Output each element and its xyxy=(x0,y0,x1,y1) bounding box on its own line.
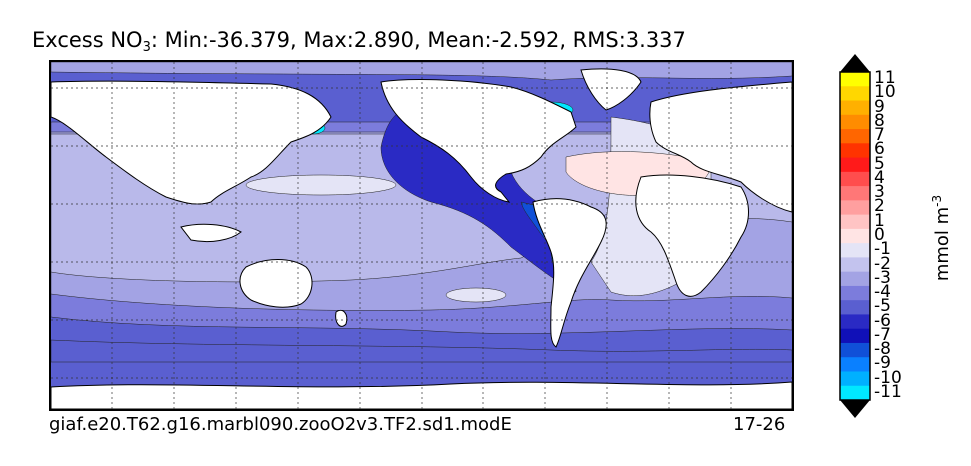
case-name-caption: giaf.e20.T62.g16.marbl090.zooO2v3.TF2.sd… xyxy=(49,414,512,435)
colorbar-segment xyxy=(840,228,870,244)
colorbar-segment xyxy=(840,300,870,315)
title-stats: : Min:-36.379, Max:2.890, Mean:-2.592, R… xyxy=(150,28,686,52)
land-indonesia xyxy=(180,223,242,243)
colorbar-units-label: mmol m-3 xyxy=(930,195,953,281)
colorbar-segment xyxy=(840,200,870,216)
colorbar-tick-label: -8 xyxy=(874,339,891,360)
colorbar-tick-label: -11 xyxy=(874,381,902,402)
colorbar-tick-label: 1 xyxy=(874,210,885,231)
colorbar-segment xyxy=(840,371,870,387)
colorbar-segment xyxy=(840,214,870,230)
title-subscript: 3 xyxy=(142,40,151,55)
colorbar-tick-label: 4 xyxy=(874,167,885,188)
land-africa xyxy=(635,174,749,297)
colorbar-tick-label: -3 xyxy=(874,267,891,288)
colorbar-segment xyxy=(840,314,870,330)
colorbar xyxy=(839,54,871,418)
colorbar-segment xyxy=(840,129,870,144)
colorbar-tick-label: 10 xyxy=(874,82,896,103)
world-map xyxy=(49,60,794,411)
land-south-america xyxy=(532,198,607,348)
colorbar-tick-label: 6 xyxy=(874,139,885,160)
colorbar-tick-label: -4 xyxy=(874,282,891,303)
colorbar-tick-label: 3 xyxy=(874,182,885,203)
colorbar-extend-bottom xyxy=(840,400,870,418)
units-base: mmol m xyxy=(932,206,953,282)
colorbar-tick-label: -1 xyxy=(874,239,891,260)
colorbar-segment xyxy=(840,271,870,287)
colorbar-tick-label: -5 xyxy=(874,296,891,317)
colorbar-segment xyxy=(840,157,870,173)
colorbar-segment xyxy=(840,72,870,87)
colorbar-segment xyxy=(840,100,870,116)
land-north-america xyxy=(380,79,577,203)
colorbar-segment xyxy=(840,86,870,102)
colorbar-segment xyxy=(840,186,870,201)
colorbar-tick-label: 7 xyxy=(874,125,885,146)
colorbar-segment xyxy=(840,257,870,273)
colorbar-segment xyxy=(840,328,870,344)
colorbar-segment xyxy=(840,342,870,358)
colorbar-tick-label: 2 xyxy=(874,196,885,217)
graticule xyxy=(51,62,792,409)
land-antarctica xyxy=(51,381,792,409)
colorbar-tick-label: -6 xyxy=(874,310,891,331)
colorbar-outline xyxy=(839,71,871,401)
colorbar-tick-label: 0 xyxy=(874,225,885,245)
colorbar-tick-label: -7 xyxy=(874,324,891,345)
colorbar-tick-label: 8 xyxy=(874,110,885,131)
band-minus1-npac xyxy=(245,174,397,196)
colorbar-segment xyxy=(840,114,870,130)
colorbar-tick-label: -10 xyxy=(874,367,902,388)
land-greenland xyxy=(580,68,642,111)
land-australia xyxy=(239,259,313,308)
colorbar-extend-top xyxy=(840,54,870,72)
years-caption: 17-26 xyxy=(733,414,786,435)
colorbar-segment xyxy=(840,171,870,187)
colorbar-segment xyxy=(840,285,870,301)
colorbar-segment xyxy=(840,385,870,401)
band-minus5-south xyxy=(51,339,792,363)
map-svg xyxy=(51,62,792,409)
colorbar-tick-label: -2 xyxy=(874,253,891,274)
units-exponent: -3 xyxy=(930,194,944,207)
colorbar-tick-label: -9 xyxy=(874,353,891,374)
colorbar-tick-label: 9 xyxy=(874,96,885,117)
band-minus1-spac xyxy=(445,287,507,303)
colorbar-tick-label: 11 xyxy=(874,68,896,89)
title-variable: Excess NO xyxy=(32,28,143,52)
colorbar-segments xyxy=(840,72,870,401)
colorbar-segment xyxy=(840,357,870,372)
land-eurasia xyxy=(649,81,792,213)
plot-title: Excess NO3: Min:-36.379, Max:2.890, Mean… xyxy=(32,28,686,55)
land-new-zealand xyxy=(335,309,348,327)
colorbar-segment xyxy=(840,143,870,159)
land-asia-west xyxy=(51,80,332,205)
colorbar-segment xyxy=(840,243,870,258)
colorbar-tick-label: 5 xyxy=(874,153,885,174)
